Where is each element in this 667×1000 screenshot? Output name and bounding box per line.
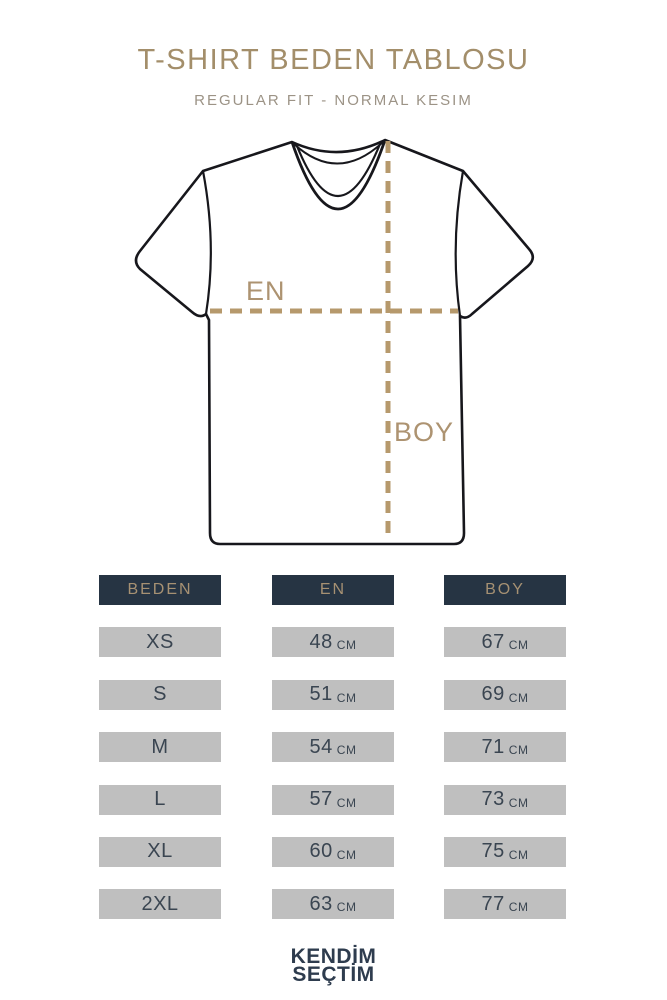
width-value: 51 xyxy=(309,683,333,706)
unit-label: CM xyxy=(336,847,357,862)
width-value: 60 xyxy=(309,840,333,863)
tshirt-outline xyxy=(134,138,535,546)
size-cell: XS xyxy=(99,627,221,658)
width-cell: 51 CM xyxy=(272,679,394,710)
unit-label: CM xyxy=(336,638,357,653)
length-value: 77 xyxy=(481,892,505,915)
width-cell: 48 CM xyxy=(272,627,394,658)
width-value: 57 xyxy=(309,788,333,811)
width-value: 63 xyxy=(309,892,333,915)
length-label: BOY xyxy=(394,417,455,447)
length-cell: 75 CM xyxy=(444,836,566,867)
width-cell: 63 CM xyxy=(272,889,394,920)
size-cell: XL xyxy=(99,836,221,867)
unit-label: CM xyxy=(336,743,357,758)
length-value: 71 xyxy=(481,735,505,758)
size-table-column-en: EN 48 CM 51 CM 54 CM 57 CM 60 CM 63 CM xyxy=(272,575,394,942)
size-cell: 2XL xyxy=(99,889,221,920)
armhole-seam-right xyxy=(454,170,465,317)
width-value: 54 xyxy=(309,735,333,758)
unit-label: CM xyxy=(508,795,529,810)
unit-label: CM xyxy=(508,743,529,758)
column-header-boy: BOY xyxy=(444,575,566,605)
width-label: EN xyxy=(246,276,286,306)
unit-label: CM xyxy=(508,900,529,915)
column-header-en: EN xyxy=(272,575,394,605)
length-value: 73 xyxy=(481,788,505,811)
width-cell: 60 CM xyxy=(272,836,394,867)
collar-front-inner xyxy=(295,143,382,198)
unit-label: CM xyxy=(508,638,529,653)
length-value: 67 xyxy=(481,630,505,653)
collar-front-outer xyxy=(290,139,387,211)
length-cell: 71 CM xyxy=(444,732,566,763)
size-cell: S xyxy=(99,679,221,710)
brand-logo-line1: KENDİM xyxy=(290,945,377,968)
collar-back-seam xyxy=(293,141,384,165)
length-cell: 69 CM xyxy=(444,679,566,710)
length-cell: 67 CM xyxy=(444,627,566,658)
tshirt-diagram xyxy=(134,138,535,546)
unit-label: CM xyxy=(336,795,357,810)
length-cell: 77 CM xyxy=(444,889,566,920)
page-subtitle: REGULAR FIT - NORMAL KESIM xyxy=(194,92,473,109)
brand-logo-line2: SEÇTİM xyxy=(292,962,375,986)
unit-label: CM xyxy=(508,847,529,862)
size-table-column-beden: BEDEN XS S M L XL 2XL xyxy=(99,575,221,942)
width-value: 48 xyxy=(309,630,333,653)
column-header-beden: BEDEN xyxy=(99,575,221,605)
size-cell: L xyxy=(99,784,221,815)
width-cell: 57 CM xyxy=(272,784,394,815)
length-value: 69 xyxy=(481,683,505,706)
size-table-column-boy: BOY 67 CM 69 CM 71 CM 73 CM 75 CM 77 CM xyxy=(444,575,566,942)
unit-label: CM xyxy=(336,900,357,915)
brand-logo: KENDİM SEÇTİM xyxy=(0,945,667,986)
page-title: T-SHIRT BEDEN TABLOSU xyxy=(137,44,530,76)
length-value: 75 xyxy=(481,840,505,863)
size-cell: M xyxy=(99,732,221,763)
length-cell: 73 CM xyxy=(444,784,566,815)
armhole-seam-left xyxy=(201,170,212,315)
width-cell: 54 CM xyxy=(272,732,394,763)
unit-label: CM xyxy=(508,690,529,705)
unit-label: CM xyxy=(336,690,357,705)
